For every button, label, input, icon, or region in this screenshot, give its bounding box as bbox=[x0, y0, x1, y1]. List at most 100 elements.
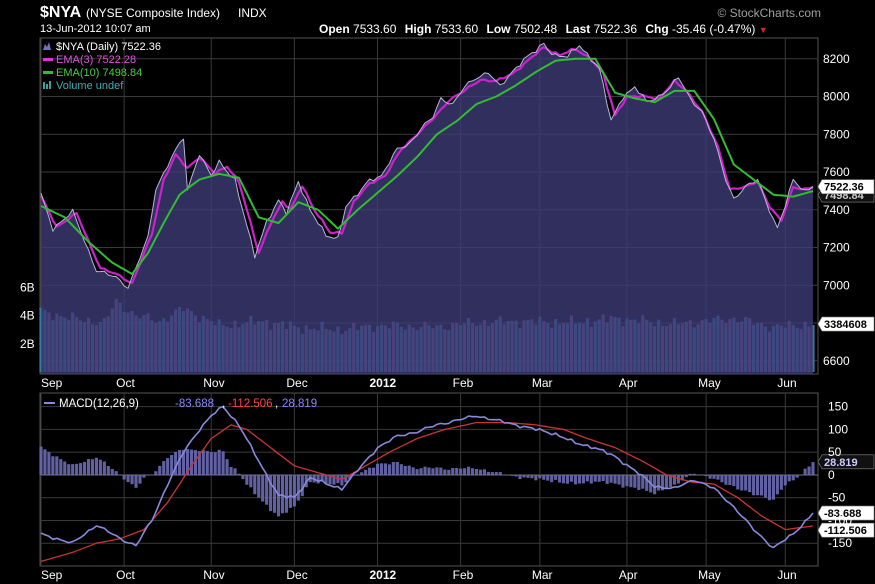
macd-hist-bar bbox=[296, 474, 300, 501]
macd-hist-bar bbox=[201, 449, 205, 475]
x-tick-label-top: Apr bbox=[619, 376, 638, 390]
macd-hist-bar bbox=[39, 446, 43, 475]
macd-hist-bar bbox=[672, 474, 677, 485]
macd-hist-bar bbox=[613, 474, 617, 484]
price-legend: $NYA (Daily) 7522.36 EMA(3) 7522.28 EMA(… bbox=[43, 41, 161, 92]
macd-hist-bar bbox=[328, 474, 332, 485]
macd-hist-bar bbox=[383, 463, 388, 475]
macd-hist-bar bbox=[280, 474, 285, 514]
macd-hist-bar bbox=[565, 474, 570, 484]
macd-hist-bar bbox=[94, 457, 99, 475]
macd-hist-bar bbox=[177, 450, 182, 475]
macd-hist-bar bbox=[395, 461, 399, 475]
macd-legend: MACD(12,26,9) -83.688 , -112.506 , 28.81… bbox=[44, 398, 317, 410]
macd-hist-bar bbox=[352, 474, 356, 476]
macd-hist-bar bbox=[316, 474, 320, 484]
macd-hist-bar bbox=[185, 448, 190, 475]
x-tick-label-bottom: Nov bbox=[203, 568, 224, 582]
macd-hist-bar bbox=[593, 474, 597, 482]
price-area-fill bbox=[41, 43, 813, 375]
macd-hist-bar bbox=[728, 474, 732, 486]
macd-hist-bar bbox=[288, 474, 292, 508]
macd-hist-bar bbox=[162, 461, 166, 475]
macd-hist-bar bbox=[752, 474, 756, 496]
legend-ema10: EMA(10) 7498.84 bbox=[56, 67, 142, 79]
macd-hist-bar bbox=[387, 464, 391, 475]
macd-hist-bar bbox=[787, 474, 791, 482]
macd-hist-bar bbox=[629, 474, 633, 488]
macd-hist-bar bbox=[692, 473, 696, 475]
macd-hist-bar bbox=[748, 474, 752, 493]
quote-date: 13-Jun-2012 10:07 am bbox=[40, 23, 151, 35]
low-label: Low bbox=[486, 22, 511, 36]
macd-hist-bar bbox=[75, 463, 79, 475]
price-lines bbox=[40, 42, 814, 289]
macd-hist-bar bbox=[399, 464, 403, 475]
macd-hist-bar bbox=[510, 474, 514, 476]
macd-hist-bar bbox=[601, 474, 605, 482]
macd-hist-bar bbox=[577, 474, 581, 484]
macd-hist-bar bbox=[174, 451, 178, 475]
macd-hist-bar bbox=[158, 465, 162, 475]
macd-hist-bar bbox=[431, 468, 435, 475]
macd-value-tag: -83.688 bbox=[817, 505, 875, 521]
macd-hist-bar bbox=[463, 468, 467, 475]
x-tick-label-top: Oct bbox=[116, 376, 135, 390]
macd-hist-bar bbox=[609, 474, 613, 483]
high-label: High bbox=[404, 22, 432, 36]
x-axis-top: Sep Oct Nov Dec 2012 Feb Mar Apr May Jun bbox=[41, 376, 797, 390]
macd-hist-bar bbox=[193, 450, 197, 475]
price-line bbox=[40, 42, 814, 289]
macd-hist-bar bbox=[245, 474, 249, 485]
macd-hist-bar bbox=[680, 474, 684, 481]
price-axis: 6600680070007200740076007800800082002B4B… bbox=[20, 52, 875, 538]
macd-hist-bar bbox=[657, 474, 661, 491]
hist-legend-value: 28.819 bbox=[282, 398, 317, 410]
macd-hist-bar bbox=[55, 456, 59, 475]
macd-hist-bar bbox=[292, 474, 296, 507]
macd-hist-bar bbox=[348, 474, 352, 480]
macd-hist-bar bbox=[518, 474, 522, 480]
macd-hist-bar bbox=[403, 465, 407, 475]
macd-line bbox=[40, 405, 814, 549]
macd-hist-bar bbox=[546, 474, 550, 481]
macd-hist-bar bbox=[514, 474, 518, 477]
macd-hist-bar bbox=[114, 471, 118, 475]
macd-hist-bar bbox=[213, 452, 217, 475]
macd-hist-bar bbox=[237, 473, 241, 475]
macd-hist-bar bbox=[90, 459, 95, 475]
macd-hist-bar bbox=[67, 464, 71, 475]
macd-hist-bar bbox=[197, 451, 201, 475]
macd-hist-bar bbox=[86, 459, 91, 475]
macd-hist-bar bbox=[466, 466, 471, 475]
macd-hist-bar bbox=[181, 449, 186, 475]
macd-hist-bar bbox=[585, 474, 589, 482]
macd-tick-label: 150 bbox=[828, 400, 848, 414]
macd-hist-bar bbox=[356, 474, 360, 476]
x-tick-label-bottom: Feb bbox=[453, 568, 474, 582]
macd-hist-bar bbox=[411, 467, 415, 475]
macd-hist-bar bbox=[241, 474, 245, 480]
macd-hist-bar bbox=[79, 463, 83, 475]
macd-hist-bar bbox=[684, 474, 688, 478]
macd-hist-bar bbox=[126, 474, 130, 483]
macd-hist-bar bbox=[775, 474, 779, 495]
x-axis-bottom: Sep Oct Nov Dec 2012 Feb Mar Apr May Jun bbox=[41, 568, 797, 582]
macd-value-tag-box bbox=[817, 505, 875, 521]
exchange-label: INDX bbox=[238, 6, 267, 20]
macd-hist-bar bbox=[379, 463, 384, 475]
macd-hist-bar bbox=[130, 474, 134, 485]
macd-hist-bar bbox=[63, 461, 67, 475]
macd-hist-bar bbox=[530, 474, 534, 479]
macd-hist-bar bbox=[470, 468, 475, 475]
macd-hist-bar bbox=[771, 474, 775, 500]
macd-lines bbox=[40, 405, 814, 563]
legend-ema3-swatch bbox=[43, 58, 53, 61]
x-tick-label-top: Feb bbox=[453, 376, 474, 390]
price-tick-label: 7400 bbox=[823, 203, 850, 217]
volume-tick-label: 4B bbox=[20, 309, 35, 323]
price-tick-label: 7000 bbox=[823, 278, 850, 292]
macd-tick-label: -150 bbox=[828, 536, 852, 550]
macd-hist-bar bbox=[478, 469, 483, 475]
